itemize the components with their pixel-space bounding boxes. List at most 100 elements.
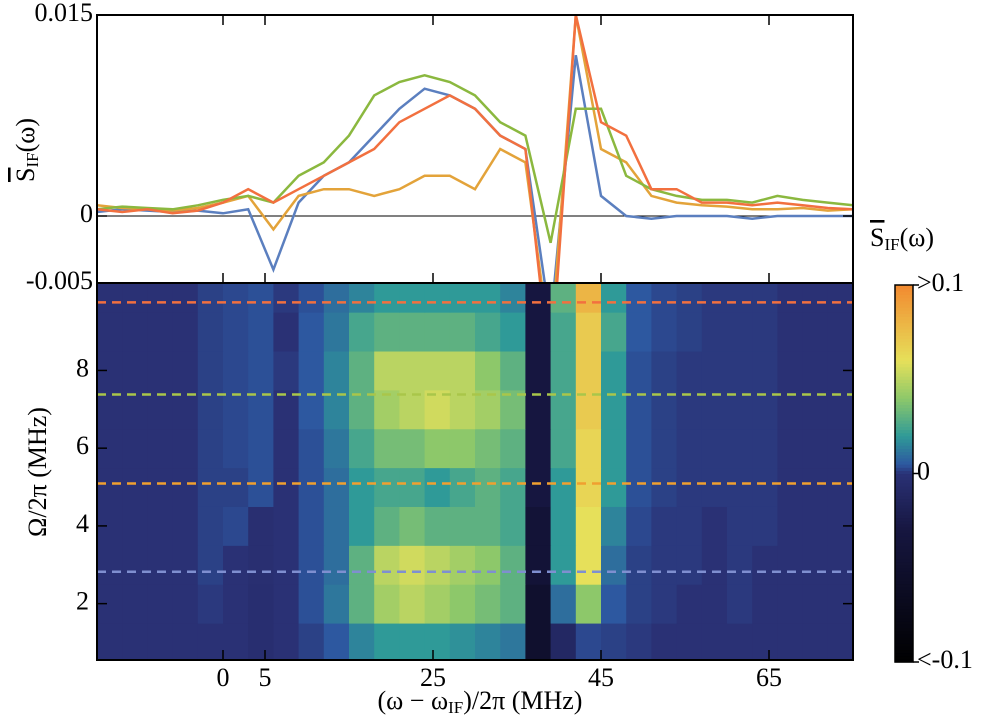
- colorbar-step: [895, 432, 913, 437]
- label-part: IF: [23, 152, 42, 167]
- colorbar-step: [895, 350, 913, 355]
- colorbar-step: [895, 360, 913, 365]
- colorbar-step: [895, 328, 913, 333]
- heat-cell: [626, 283, 652, 313]
- x-tick-label: 45: [588, 663, 614, 692]
- colorbar-step: [895, 624, 913, 629]
- colorbar-step: [895, 306, 913, 311]
- heat-cell: [323, 467, 350, 507]
- heat-cell: [475, 506, 501, 546]
- heat-cell: [676, 351, 703, 391]
- heat-cell: [424, 283, 451, 313]
- heat-cell: [802, 467, 829, 507]
- heat-cell: [424, 467, 451, 507]
- line-area: [97, 15, 853, 283]
- heat-cell: [399, 428, 426, 469]
- heat-cell: [399, 312, 426, 352]
- heat-cell: [323, 428, 350, 469]
- colorbar-step: [895, 652, 913, 657]
- heat-cell: [449, 623, 476, 660]
- heat-cell: [827, 623, 853, 660]
- heat-cell: [777, 545, 804, 585]
- heat-cell: [97, 312, 123, 352]
- y-axis-label: Ω/2π (MHz): [23, 407, 52, 537]
- colorbar-step: [895, 366, 913, 371]
- colorbar-step: [895, 369, 913, 374]
- heat-cell: [727, 623, 753, 660]
- heat-cell: [500, 584, 526, 624]
- colorbar-step: [895, 291, 913, 296]
- colorbar-step: [895, 438, 913, 443]
- heat-cell: [197, 312, 224, 352]
- heat-cell: [349, 428, 375, 469]
- heat-cell: [701, 467, 728, 507]
- colorbar-step: [895, 332, 913, 336]
- heat-cell: [550, 584, 577, 624]
- colorbar-step: [895, 533, 913, 537]
- heat-cell: [424, 389, 451, 430]
- colorbar-step: [895, 602, 913, 607]
- heat-cell: [550, 283, 577, 313]
- heat-cell: [147, 506, 174, 546]
- colorbar-step: [895, 555, 913, 559]
- heat-cell: [122, 545, 148, 585]
- heat-cell: [147, 428, 174, 469]
- colorbar-step: [895, 489, 913, 493]
- heat-cell: [500, 283, 526, 313]
- heat-cell: [727, 428, 753, 469]
- x-tick-label: 0: [217, 663, 230, 692]
- colorbar-step: [895, 338, 913, 343]
- heat-cell: [122, 283, 148, 313]
- colorbar-step: [895, 511, 913, 515]
- heat-cell: [172, 545, 199, 585]
- heat-cell: [147, 389, 174, 430]
- heat-cell: [727, 312, 753, 352]
- colorbar-step: [895, 627, 913, 632]
- heat-cell: [802, 351, 829, 391]
- heat-cell: [651, 584, 678, 624]
- heat-cell: [172, 312, 199, 352]
- heat-cell: [97, 467, 123, 507]
- heat-cell: [500, 389, 526, 430]
- colorbar-step: [895, 476, 913, 481]
- label-part: S: [11, 168, 40, 182]
- colorbar-step: [895, 322, 913, 327]
- heat-cell: [550, 312, 577, 352]
- heat-cell: [575, 389, 602, 430]
- heat-cell: [197, 506, 224, 546]
- y-tick-label: -0.005: [26, 266, 93, 295]
- heat-cell: [701, 428, 728, 469]
- colorbar-step: [895, 611, 913, 616]
- heat-cell: [676, 389, 703, 430]
- colorbar-step: [895, 473, 913, 478]
- heat-cell: [323, 623, 350, 660]
- colorbar-step: [895, 520, 913, 525]
- heat-cell: [701, 312, 728, 352]
- colorbar-step: [895, 526, 913, 531]
- heat-cell: [701, 389, 728, 430]
- y-tick-label: 0.015: [35, 0, 94, 27]
- heat-cell: [323, 351, 350, 391]
- heat-cell: [449, 283, 476, 313]
- colorbar-step: [895, 658, 913, 663]
- heat-cell: [475, 283, 501, 313]
- heat-cell: [122, 351, 148, 391]
- heat-cell: [223, 584, 249, 624]
- heat-cell: [122, 506, 148, 546]
- heat-cell: [399, 506, 426, 546]
- colorbar-step: [895, 501, 913, 506]
- heat-cell: [601, 389, 627, 430]
- heat-cell: [550, 428, 577, 469]
- heat-cell: [197, 623, 224, 660]
- heat-cell: [424, 623, 451, 660]
- heat-cell: [147, 584, 174, 624]
- heat-cell: [727, 545, 753, 585]
- heat-cell: [374, 467, 400, 507]
- heat-cell: [349, 623, 375, 660]
- heat-cell: [525, 428, 552, 469]
- heat-cell: [449, 351, 476, 391]
- colorbar-step: [895, 542, 913, 547]
- heat-cell: [273, 584, 300, 624]
- heat-cell: [172, 389, 199, 430]
- colorbar-step: [895, 354, 913, 358]
